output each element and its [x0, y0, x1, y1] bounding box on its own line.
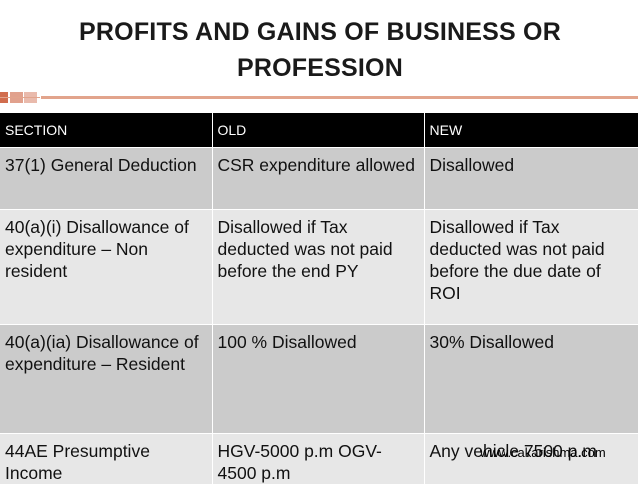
slide-title-line-2: PROFESSION — [70, 50, 570, 86]
table-header-row: SECTION OLD NEW — [0, 113, 638, 148]
cell-section: 40(a)(ia) Disallowance of expenditure – … — [0, 325, 212, 434]
cell-section: 37(1) General Deduction — [0, 148, 212, 210]
table-row: 37(1) General Deduction CSR expenditure … — [0, 148, 638, 210]
cell-old: Disallowed if Tax deducted was not paid … — [212, 210, 424, 325]
divider-line — [41, 96, 638, 99]
cell-old: HGV-5000 p.m OGV-4500 p.m — [212, 434, 424, 484]
slide-title: PROFITS AND GAINS OF BUSINESS OR PROFESS… — [70, 14, 570, 86]
cell-new: Disallowed — [424, 148, 638, 210]
cell-old: 100 % Disallowed — [212, 325, 424, 434]
comparison-table: SECTION OLD NEW 37(1) General Deduction … — [0, 113, 638, 484]
table-row: 40(a)(ia) Disallowance of expenditure – … — [0, 325, 638, 434]
column-header-section: SECTION — [0, 113, 212, 148]
column-header-new: NEW — [424, 113, 638, 148]
cell-old: CSR expenditure allowed — [212, 148, 424, 210]
column-header-old: OLD — [212, 113, 424, 148]
cell-section: 40(a)(i) Disallowance of expenditure – N… — [0, 210, 212, 325]
table-row: 40(a)(i) Disallowance of expenditure – N… — [0, 210, 638, 325]
cell-new: 30% Disallowed — [424, 325, 638, 434]
divider-line — [0, 97, 40, 98]
slide-title-line-1: PROFITS AND GAINS OF BUSINESS OR — [70, 14, 570, 50]
website-watermark: www.cakarishma.com — [480, 445, 630, 461]
cell-new: Disallowed if Tax deducted was not paid … — [424, 210, 638, 325]
cell-section: 44AE Presumptive Income — [0, 434, 212, 484]
